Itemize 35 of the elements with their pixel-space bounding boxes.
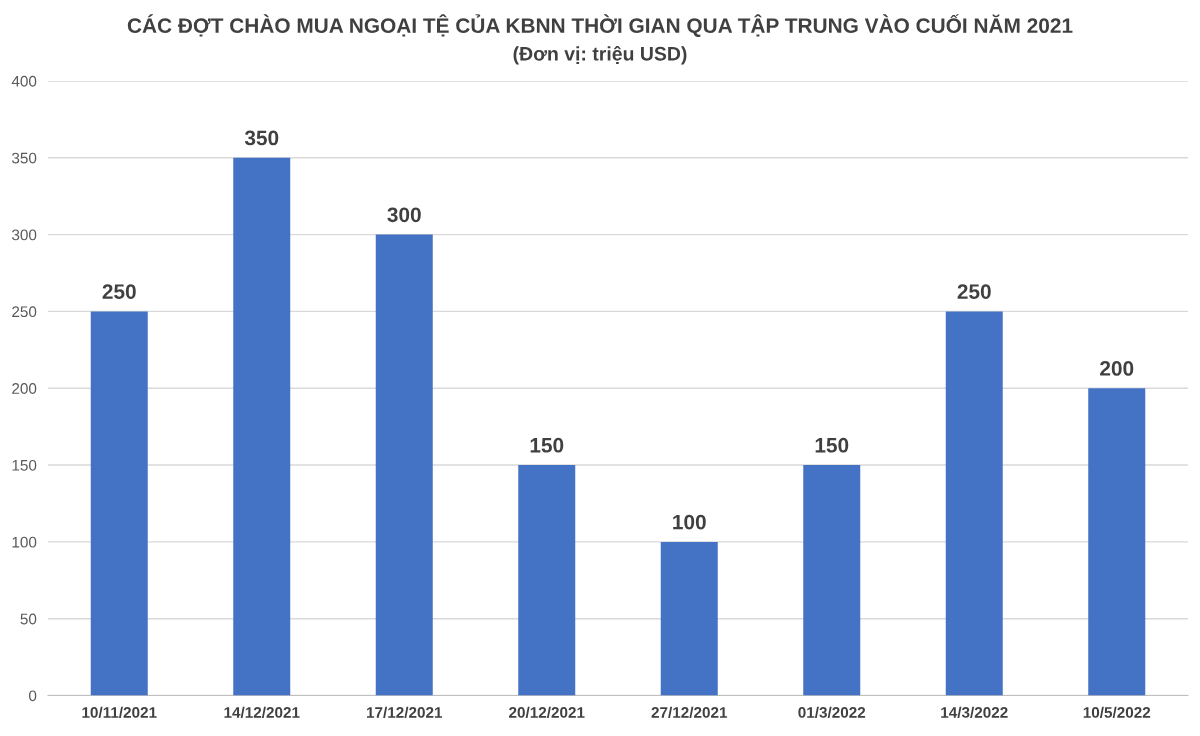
- data-label: 100: [673, 514, 706, 530]
- data-label: 350: [244, 130, 279, 146]
- data-label: 250: [957, 284, 991, 299]
- y-tick-label: 0: [28, 690, 37, 702]
- bar: [1088, 388, 1146, 696]
- data-label: 150: [815, 437, 849, 453]
- y-tick-label: 250: [12, 306, 37, 318]
- bar: [518, 465, 576, 696]
- bar: [803, 465, 861, 696]
- bar: [375, 234, 433, 696]
- bar: [90, 311, 148, 696]
- y-tick-label: 200: [12, 383, 37, 394]
- bar: [233, 157, 291, 696]
- y-tick-label: 350: [11, 152, 37, 164]
- x-tick-label: 10/5/2022: [1083, 706, 1151, 719]
- data-label: 200: [1100, 361, 1134, 376]
- y-tick-label: 300: [11, 229, 37, 241]
- bar: [945, 311, 1003, 696]
- chart-subtitle: (Đơn vị: triệu USD): [513, 45, 687, 65]
- bar: [660, 541, 718, 696]
- y-tick-label: 100: [12, 536, 37, 548]
- x-tick-label: 20/12/2021: [509, 706, 585, 719]
- x-tick-label: 27/12/2021: [651, 706, 728, 719]
- data-label: 300: [387, 207, 421, 223]
- x-tick-label: 10/11/2021: [82, 706, 157, 719]
- y-tick-label: 50: [20, 613, 37, 625]
- y-tick-label: 400: [11, 75, 37, 87]
- data-label: 150: [530, 437, 564, 453]
- y-tick-label: 150: [12, 459, 37, 471]
- data-label: 250: [102, 284, 136, 299]
- x-tick-label: 14/12/2021: [224, 706, 300, 719]
- x-tick-label: 14/3/2022: [941, 706, 1008, 719]
- chart-title: CÁC ĐỢT CHÀO MUA NGOẠI TỆ CỦA KBNN THỜI GIAN QUA TẬP TRUNG VÀO CUỐI NĂM 2021: [127, 14, 1073, 37]
- x-tick-label: 17/12/2021: [366, 706, 443, 719]
- x-tick-label: 01/3/2022: [798, 706, 866, 719]
